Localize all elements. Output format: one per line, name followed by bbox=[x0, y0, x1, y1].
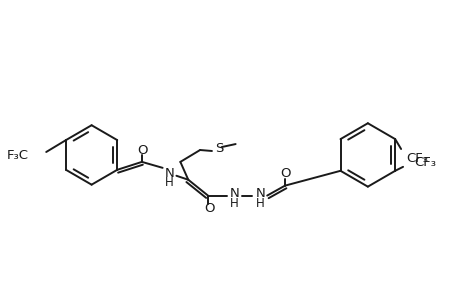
Text: F₃C: F₃C bbox=[6, 149, 28, 162]
Text: H: H bbox=[165, 176, 174, 189]
Text: N: N bbox=[229, 187, 239, 200]
Text: O: O bbox=[280, 167, 291, 180]
Text: N: N bbox=[164, 167, 174, 180]
Text: H: H bbox=[230, 197, 239, 210]
Text: CF₃: CF₃ bbox=[405, 152, 427, 165]
Text: O: O bbox=[137, 143, 148, 157]
Text: S: S bbox=[214, 142, 223, 154]
Text: N: N bbox=[255, 187, 264, 200]
Text: H: H bbox=[255, 197, 264, 210]
Text: CF₃: CF₃ bbox=[413, 156, 435, 170]
Text: O: O bbox=[204, 202, 215, 215]
